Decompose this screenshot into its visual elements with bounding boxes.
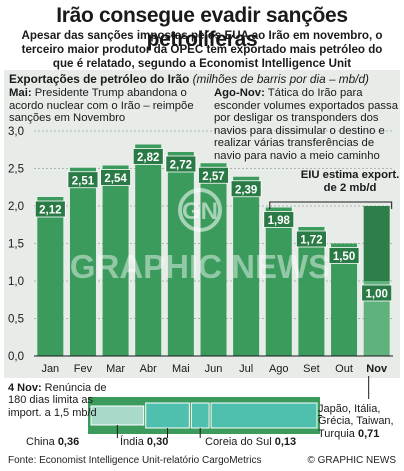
page-subtitle: Apesar das sanções impostas pelos EUA ao… (21, 29, 383, 70)
value-label-box (328, 247, 360, 264)
category-label: Mar (106, 363, 125, 375)
waiver-label-korea-value: 0,13 (274, 436, 297, 448)
value-label: 2,12 (39, 205, 61, 217)
value-label: 2,54 (104, 173, 127, 185)
y-tick-label: 2,5 (8, 164, 24, 176)
bar (265, 207, 292, 356)
value-label: 2,51 (72, 175, 95, 187)
value-label: 1,98 (268, 215, 291, 227)
bar (167, 152, 194, 356)
category-label: Nov (366, 363, 388, 375)
waiver-note: 4 Nov: Renúncia de 180 dias limita as im… (8, 382, 108, 419)
waiver-label-japan-group: Japão, Itália, Grécia, Taiwan, Turquia 0… (318, 403, 404, 440)
eiu-estimate-label: EIU estima export. de 2 mb/d (300, 169, 400, 194)
waiver-segment (145, 402, 190, 429)
bar (200, 163, 227, 356)
value-label: 1,00 (365, 289, 387, 301)
value-label: 1,72 (300, 235, 322, 247)
category-label: Jan (41, 363, 59, 375)
annotation-may: Mai: Presidente Trump abandona o acordo … (9, 87, 205, 125)
value-label-box (34, 200, 66, 218)
y-tick-label: 1,5 (8, 239, 24, 251)
waiver-note-text: Renúncia de 180 dias limita as import. a… (8, 382, 107, 419)
annotation-aug-nov-lead: Ago-Nov: (214, 87, 265, 99)
page-title: Irão consegue evadir sanções petrolífera… (56, 4, 348, 51)
category-label: Fev (74, 363, 93, 375)
waiver-label-china-value: 0,36 (57, 436, 80, 448)
y-tick-label: 3,0 (8, 126, 24, 138)
chart-heading-unit: (milhões de barris por dia – mb/d) (192, 72, 369, 86)
estimate-bracket (269, 201, 393, 209)
value-label: 2,39 (235, 184, 257, 196)
value-label: 2,57 (202, 171, 224, 183)
bar (298, 227, 325, 356)
annotation-may-text: Presidente Trump abandona o acordo nucle… (9, 87, 194, 124)
brand-footer: © GRAPHIC NEWS (307, 455, 397, 466)
y-tick-label: 0,5 (8, 314, 24, 326)
value-label-box (67, 171, 99, 189)
category-label: Out (335, 363, 353, 375)
waiver-label-korea: Coreia do Sul 0,13 (205, 436, 296, 448)
bar (135, 144, 162, 356)
bar (233, 176, 260, 356)
waiver-label-korea-name: Coreia do Sul (205, 436, 272, 448)
waiver-label-india: Índia 0,30 (120, 436, 168, 448)
bar (69, 167, 96, 356)
annotation-may-lead: Mai: (9, 87, 32, 99)
value-label-box (198, 166, 229, 184)
source-footer: Fonte: Economist Intelligence Unit-relat… (8, 455, 262, 466)
value-label: 2,72 (170, 160, 192, 172)
value-label-box (100, 169, 131, 186)
value-label-box (361, 284, 393, 302)
category-label: Abr (140, 363, 157, 375)
value-label: 2,82 (137, 152, 159, 164)
waiver-segment (210, 402, 318, 429)
waiver-label-india-value: 0,30 (146, 436, 169, 448)
category-label: Ago (269, 363, 289, 375)
value-label-box (132, 148, 164, 165)
value-label-box (230, 180, 262, 198)
annotation-aug-nov-text: Tática do Irão para esconder volumes exp… (214, 87, 398, 162)
value-label: 1,50 (333, 251, 355, 263)
category-label: Jul (239, 363, 253, 375)
y-tick-label: 2,0 (8, 201, 24, 213)
category-label: Set (303, 363, 320, 375)
waiver-label-japan-value: 0,71 (357, 427, 380, 440)
bar (37, 197, 64, 356)
category-label: Mai (172, 363, 190, 375)
waiver-label-india-name: Índia (120, 436, 144, 448)
y-tick-label: 0,0 (8, 351, 24, 363)
estimate-bar-segment (363, 206, 390, 281)
waiver-label-china-name: China (26, 436, 55, 448)
waiver-label-china: China 0,36 (26, 436, 79, 448)
category-label: Jun (205, 363, 223, 375)
value-label-box (165, 155, 197, 173)
value-label-box (263, 211, 295, 228)
waiver-segment (190, 402, 210, 429)
chart-heading: Exportações de petróleo do Irão (milhões… (9, 72, 369, 86)
annotation-aug-nov: Ago-Nov: Tática do Irão para esconder vo… (214, 87, 400, 162)
y-tick-label: 1,0 (8, 276, 24, 288)
bar (102, 165, 129, 356)
waiver-note-lead: 4 Nov: (8, 382, 42, 394)
value-label-box (296, 230, 327, 248)
chart-heading-label: Exportações de petróleo do Irão (9, 72, 190, 86)
waiver-label-japan-name: Japão, Itália, Grécia, Taiwan, Turquia (318, 403, 394, 440)
